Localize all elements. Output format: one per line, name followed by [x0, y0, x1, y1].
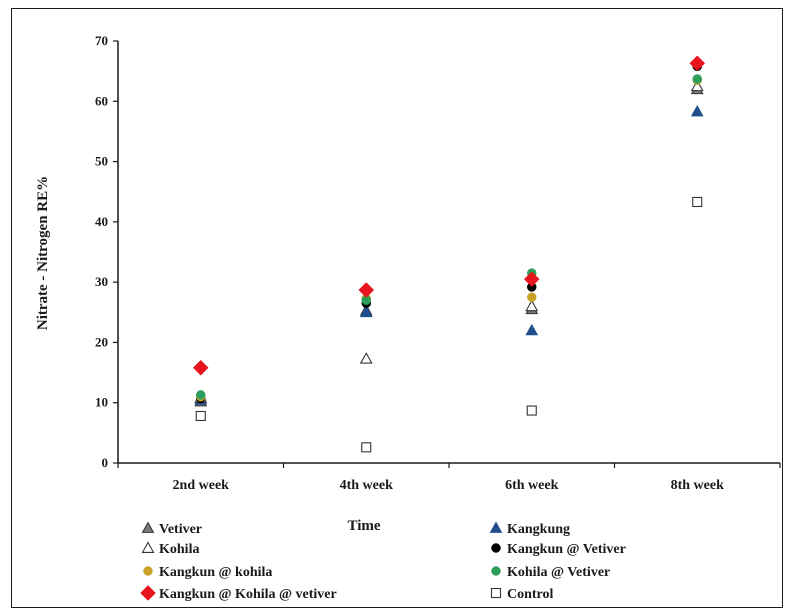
- legend-item-kangkun-kohila-vetiver: Kangkun @ Kohila @ vetiver: [140, 585, 337, 602]
- data-point-kangkun-kohila-vetiver: [192, 359, 209, 376]
- legend-marker-vetiver: [141, 521, 155, 533]
- legend-item-kangkung: Kangkung: [489, 521, 570, 537]
- legend-item-control: Control: [490, 587, 554, 602]
- legend-label: Kangkun @ kohila: [159, 565, 272, 580]
- data-point-control: [361, 442, 372, 453]
- x-tick-label: 2nd week: [173, 478, 230, 493]
- data-point-kangkung: [525, 323, 539, 336]
- legend-item-kohila-vetiver: Kohila @ Vetiver: [491, 565, 610, 580]
- y-tick-label: 0: [102, 455, 109, 470]
- x-tick-label: 6th week: [505, 478, 558, 493]
- legend-marker-kohila-vetiver: [491, 566, 501, 576]
- legend-label: Kangkung: [507, 522, 570, 537]
- data-point-kohila: [525, 299, 539, 312]
- data-point-kangkung: [359, 305, 373, 318]
- data-point-control: [195, 410, 206, 422]
- legend-marker-kangkung: [489, 521, 503, 533]
- legend-label: Kangkun @ Vetiver: [507, 542, 626, 557]
- legend-marker-kangkun-vetiver: [491, 543, 501, 553]
- data-point-control: [692, 196, 703, 208]
- y-tick-label: 50: [95, 154, 108, 169]
- legend-marker-kohila: [141, 541, 155, 553]
- x-tick-label: 4th week: [340, 478, 393, 493]
- axes: [117, 41, 780, 464]
- legend-item-kangkun-vetiver: Kangkun @ Vetiver: [491, 542, 626, 557]
- legend-label: Kohila: [159, 542, 199, 557]
- x-axis-label: Time: [347, 518, 380, 534]
- legend-marker-control: [490, 587, 502, 599]
- data-point-kangkun-kohila-vetiver: [689, 55, 706, 72]
- data-point-kangkun-kohila-vetiver: [358, 282, 375, 298]
- data-point-kangkun-kohila-vetiver: [523, 271, 540, 287]
- legend-label: Kangkun @ Kohila @ vetiver: [159, 587, 337, 602]
- legend-item-kohila: Kohila: [141, 541, 199, 557]
- data-point-kohila-vetiver: [692, 74, 702, 84]
- chart-frame: [11, 8, 783, 608]
- data-point-control: [526, 405, 537, 416]
- legend-item-vetiver: Vetiver: [141, 521, 202, 537]
- data-point-kohila: [690, 79, 704, 92]
- legend-label: Kohila @ Vetiver: [507, 565, 610, 580]
- legend: Vetiver Kangkung Kohila Kangkun @ Vetiver Ka…: [140, 521, 626, 602]
- y-tick-label: 70: [95, 33, 108, 48]
- data-point-kohila: [359, 352, 373, 364]
- y-axis-ticks: 0 10 20 30 40 50 60 70: [95, 33, 118, 470]
- y-tick-label: 60: [95, 93, 108, 108]
- legend-item-kangkun-kohila: Kangkun @ kohila: [143, 565, 272, 580]
- legend-label: Vetiver: [159, 522, 202, 537]
- legend-marker-kangkun-kohila-vetiver: [140, 585, 156, 601]
- data-point-kangkun-kohila: [527, 292, 537, 302]
- y-axis-label: Nitrate - Nitrogen RE%: [35, 176, 51, 330]
- legend-label: Control: [507, 587, 554, 602]
- legend-marker-kangkun-kohila: [143, 566, 153, 576]
- data-points: [192, 55, 706, 453]
- x-axis-ticks: 2nd week 4th week 6th week 8th week: [117, 463, 781, 493]
- data-point-kangkung: [690, 105, 704, 117]
- y-tick-label: 10: [95, 395, 108, 410]
- x-tick-label: 8th week: [671, 478, 724, 493]
- y-tick-label: 20: [95, 334, 108, 349]
- y-tick-label: 30: [95, 274, 108, 289]
- data-point-kohila-vetiver: [196, 390, 206, 400]
- y-tick-label: 40: [95, 214, 108, 229]
